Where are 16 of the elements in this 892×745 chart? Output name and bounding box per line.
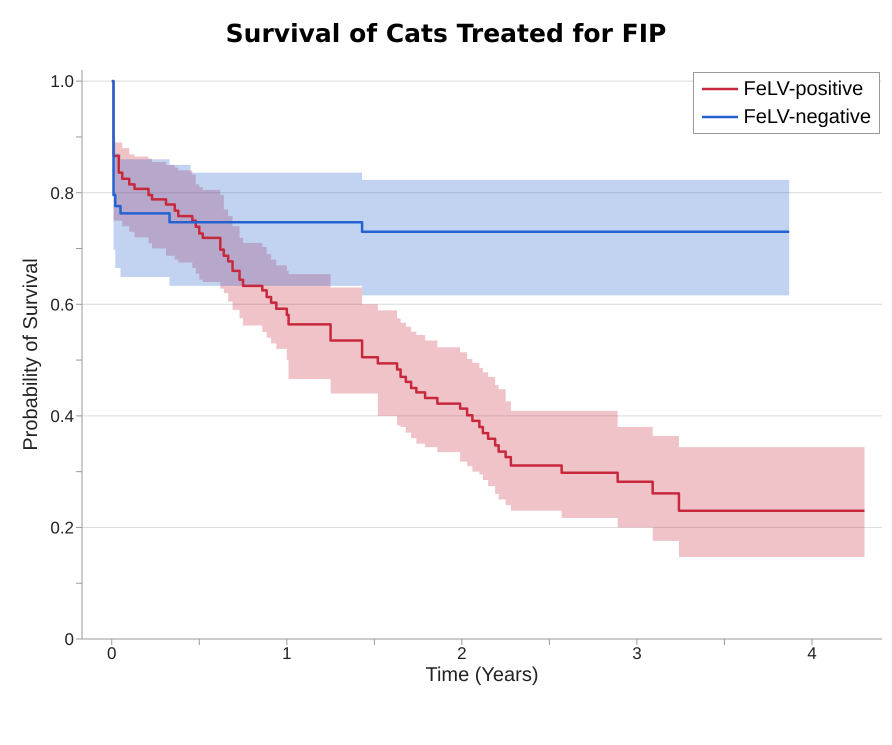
y-tick-label: 0.4 (50, 406, 74, 426)
legend-label: FeLV-positive (744, 77, 864, 102)
y-tick-label: 0.2 (50, 518, 74, 538)
x-tick-label: 2 (457, 644, 467, 664)
x-tick-label: 4 (807, 644, 817, 664)
x-tick-label: 3 (632, 644, 642, 664)
legend-label: FeLV-negative (744, 105, 871, 130)
y-tick-label: 0.6 (50, 295, 74, 314)
y-tick-label: 0.8 (50, 184, 74, 203)
x-axis-title: Time (Years) (426, 664, 538, 686)
x-tick-label: 0 (107, 644, 116, 664)
y-tick-label: 0 (64, 630, 74, 650)
y-tick-label: 1.0 (50, 72, 74, 92)
chart-title: Survival of Cats Treated for FIP (224, 18, 668, 50)
y-axis-title: Probability of Survival (20, 258, 42, 451)
x-tick-label: 1 (282, 644, 292, 664)
